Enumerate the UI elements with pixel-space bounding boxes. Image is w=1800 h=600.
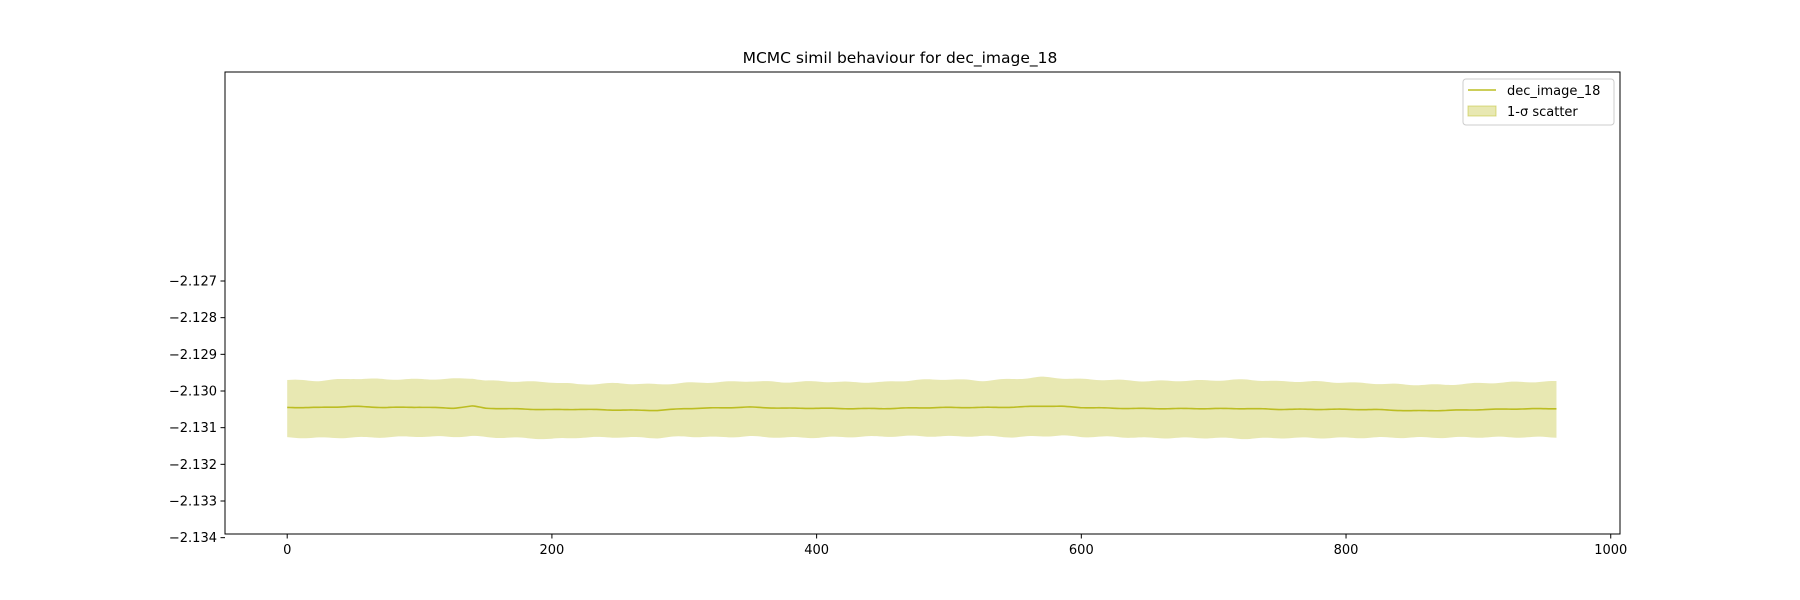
chart-title: MCMC simil behaviour for dec_image_18 (743, 49, 1058, 68)
x-axis: 0 200 400 600 800 1000 (283, 534, 1627, 558)
y-tick-label: −2.131 (169, 421, 217, 436)
legend-frame (1462, 78, 1615, 126)
legend-label-series: dec_image_18 (1507, 84, 1600, 99)
x-tick-label: 600 (1069, 543, 1094, 558)
x-tick-label: 0 (283, 543, 291, 558)
x-tick-label: 200 (539, 543, 564, 558)
y-tick-label: −2.129 (169, 348, 217, 363)
y-tick-label: −2.132 (169, 458, 217, 473)
series-line (287, 405, 1557, 412)
x-tick-label: 1000 (1594, 543, 1627, 558)
y-tick-label: −2.130 (169, 385, 217, 400)
legend-label-band: 1-σ scatter (1507, 105, 1578, 120)
y-tick-label: −2.127 (169, 275, 217, 290)
y-tick-label: −2.128 (169, 311, 217, 326)
y-tick-label: −2.133 (169, 495, 217, 510)
x-tick-label: 800 (1334, 543, 1359, 558)
legend-band-swatch (1467, 105, 1497, 117)
legend: dec_image_18 1-σ scatter (1462, 78, 1615, 126)
x-tick-label: 400 (804, 543, 829, 558)
y-axis: −2.127 −2.128 −2.129 −2.130 −2.131 −2.132 −2.1… (169, 275, 225, 546)
plot-area (287, 376, 1557, 440)
y-tick-label: −2.134 (169, 531, 217, 546)
axes-frame (224, 71, 1621, 535)
